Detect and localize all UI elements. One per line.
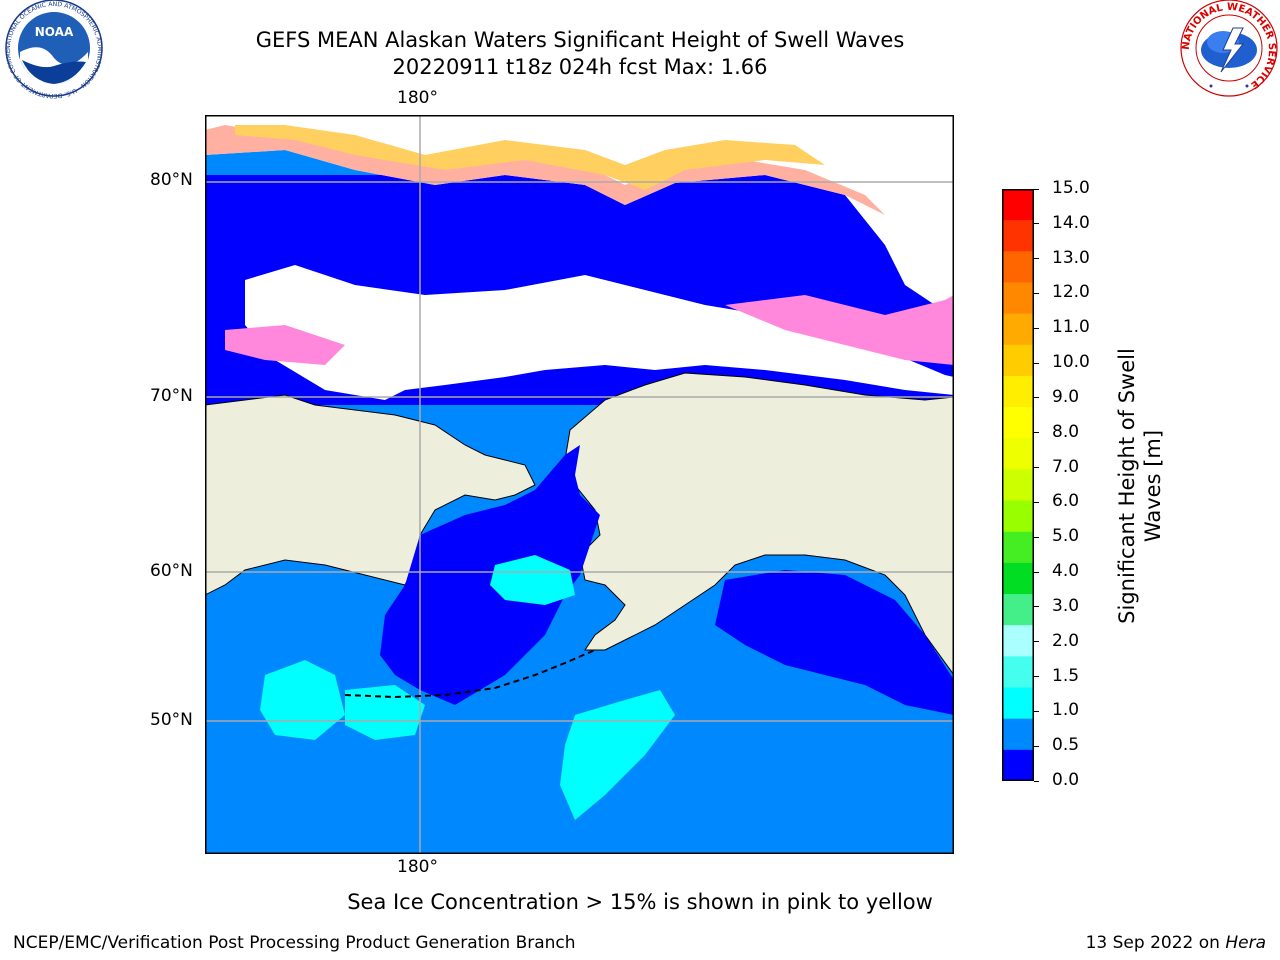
colorbar-tick-mark xyxy=(1034,710,1039,712)
colorbar-segment xyxy=(1002,749,1034,782)
swell-cyan-4 xyxy=(560,690,675,820)
aleutian-islands xyxy=(344,649,596,699)
colorbar-segment xyxy=(1002,469,1034,502)
colorbar-segment xyxy=(1002,189,1034,221)
colorbar-segment xyxy=(1002,407,1034,439)
colorbar-tick-label: 15.0 xyxy=(1052,178,1090,198)
colorbar-segment xyxy=(1002,531,1034,564)
colorbar-tick-label: 14.0 xyxy=(1052,212,1090,233)
date-value: 13 Sep 2022 on xyxy=(1085,933,1220,953)
colorbar-tick-label: 7.0 xyxy=(1052,456,1080,477)
lon-label-bottom: 180° xyxy=(397,857,438,877)
colorbar-tick-mark xyxy=(1034,223,1039,225)
chart-subtitle: 20220911 t18z 024h fcst Max: 1.66 xyxy=(392,55,768,79)
graticule xyxy=(205,115,954,854)
colorbar-tick-mark xyxy=(1034,571,1039,573)
swell-cyan-2 xyxy=(260,660,345,740)
colorbar-segment xyxy=(1002,718,1034,751)
colorbar-segment xyxy=(1002,313,1034,346)
colorbar-segment xyxy=(1002,438,1034,470)
colorbar-tick-mark xyxy=(1034,606,1039,608)
colorbar-segment xyxy=(1002,562,1034,595)
colorbar-segment xyxy=(1002,594,1034,626)
colorbar-tick-mark xyxy=(1034,292,1039,294)
colorbar-tick-label: 10.0 xyxy=(1052,352,1090,373)
colorbar-tick-mark xyxy=(1034,467,1039,469)
colorbar-tick-label: 8.0 xyxy=(1052,421,1080,442)
colorbar-tick-label: 2.0 xyxy=(1052,630,1080,651)
nws-logo: NATIONAL WEATHER SERVICE xyxy=(1177,0,1280,100)
colorbar-segment xyxy=(1002,251,1034,283)
swell-cyan-1 xyxy=(490,555,575,605)
colorbar-label: Significant Height of Swell Waves [m] xyxy=(1114,336,1166,636)
colorbar-tick-mark xyxy=(1034,676,1039,678)
colorbar-tick-mark xyxy=(1034,397,1039,399)
swell-cyan-3 xyxy=(345,685,425,740)
map-panel xyxy=(204,115,955,854)
lat-label-60: 60°N xyxy=(150,561,193,581)
sea-ice-band xyxy=(205,125,885,215)
colorbar-tick-mark xyxy=(1034,362,1039,364)
machine-name: Hera xyxy=(1225,933,1266,953)
lat-label-70: 70°N xyxy=(150,386,193,406)
colorbar-tick-mark xyxy=(1034,536,1039,538)
chart-title: GEFS MEAN Alaskan Waters Significant Hei… xyxy=(255,28,905,52)
goa-low-swell xyxy=(715,570,954,715)
colorbar-ticks: 15.0 14.0 13.0 12.0 11.0 10.0 9.0 8.0 7.0 6.0 5.0 4… xyxy=(1034,178,1104,790)
map-frame xyxy=(205,115,954,854)
lat-label-50: 50°N xyxy=(150,710,193,730)
colorbar-tick-label: 4.0 xyxy=(1052,561,1080,582)
colorbar-segment xyxy=(1002,687,1034,720)
colorbar-tick-mark xyxy=(1034,258,1039,260)
colorbar-tick-mark xyxy=(1034,780,1039,782)
date-text: 13 Sep 2022 on Hera xyxy=(1086,933,1266,953)
colorbar-tick-mark xyxy=(1034,327,1039,329)
colorbar-label-line2: Waves [m] xyxy=(1141,429,1165,543)
colorbar-tick-label: 9.0 xyxy=(1052,386,1080,407)
colorbar-tick-mark xyxy=(1034,745,1039,747)
sea-ice-band-yellow xyxy=(235,125,825,190)
sea-ice-pink-east xyxy=(725,295,954,365)
colorbar-segment xyxy=(1002,344,1034,377)
credit-text: NCEP/EMC/Verification Post Processing Pr… xyxy=(13,933,576,953)
noaa-center-text: NOAA xyxy=(35,25,74,39)
colorbar-tick-label: 0.5 xyxy=(1052,735,1080,756)
colorbar-segment xyxy=(1002,282,1034,315)
colorbar-tick-mark xyxy=(1034,188,1039,190)
noaa-logo: NATIONAL OCEANIC AND ATMOSPHERIC ADMINIS… xyxy=(0,0,106,100)
colorbar-segment xyxy=(1002,625,1034,657)
colorbar-tick-label: 1.0 xyxy=(1052,700,1080,721)
bering-low-swell xyxy=(380,445,600,705)
colorbar-tick-mark xyxy=(1034,501,1039,503)
colorbar-segment xyxy=(1002,500,1034,533)
colorbar-segment xyxy=(1002,375,1034,408)
colorbar-tick-label: 0.0 xyxy=(1052,770,1080,790)
colorbar-label-line1: Significant Height of Swell xyxy=(1115,348,1139,624)
colorbar-tick-label: 6.0 xyxy=(1052,491,1080,512)
colorbar-segment xyxy=(1002,220,1034,252)
ice-white-mid xyxy=(245,265,954,400)
colorbar xyxy=(1002,189,1034,782)
colorbar-tick-mark xyxy=(1034,432,1039,434)
sea-ice-note: Sea Ice Concentration > 15% is shown in … xyxy=(347,890,933,914)
colorbar-tick-label: 11.0 xyxy=(1052,317,1090,338)
land-siberia xyxy=(204,394,536,596)
sea-ice-pink-west xyxy=(225,325,345,365)
colorbar-segment xyxy=(1002,656,1034,689)
lat-label-80: 80°N xyxy=(150,170,193,190)
colorbar-tick-label: 1.5 xyxy=(1052,665,1080,686)
colorbar-frame xyxy=(1002,189,1034,781)
colorbar-tick-label: 3.0 xyxy=(1052,595,1080,616)
lon-label-top: 180° xyxy=(397,88,438,108)
colorbar-tick-mark xyxy=(1034,641,1039,643)
colorbar-tick-label: 13.0 xyxy=(1052,247,1090,268)
colorbar-tick-label: 5.0 xyxy=(1052,526,1080,547)
colorbar-tick-label: 12.0 xyxy=(1052,282,1090,303)
